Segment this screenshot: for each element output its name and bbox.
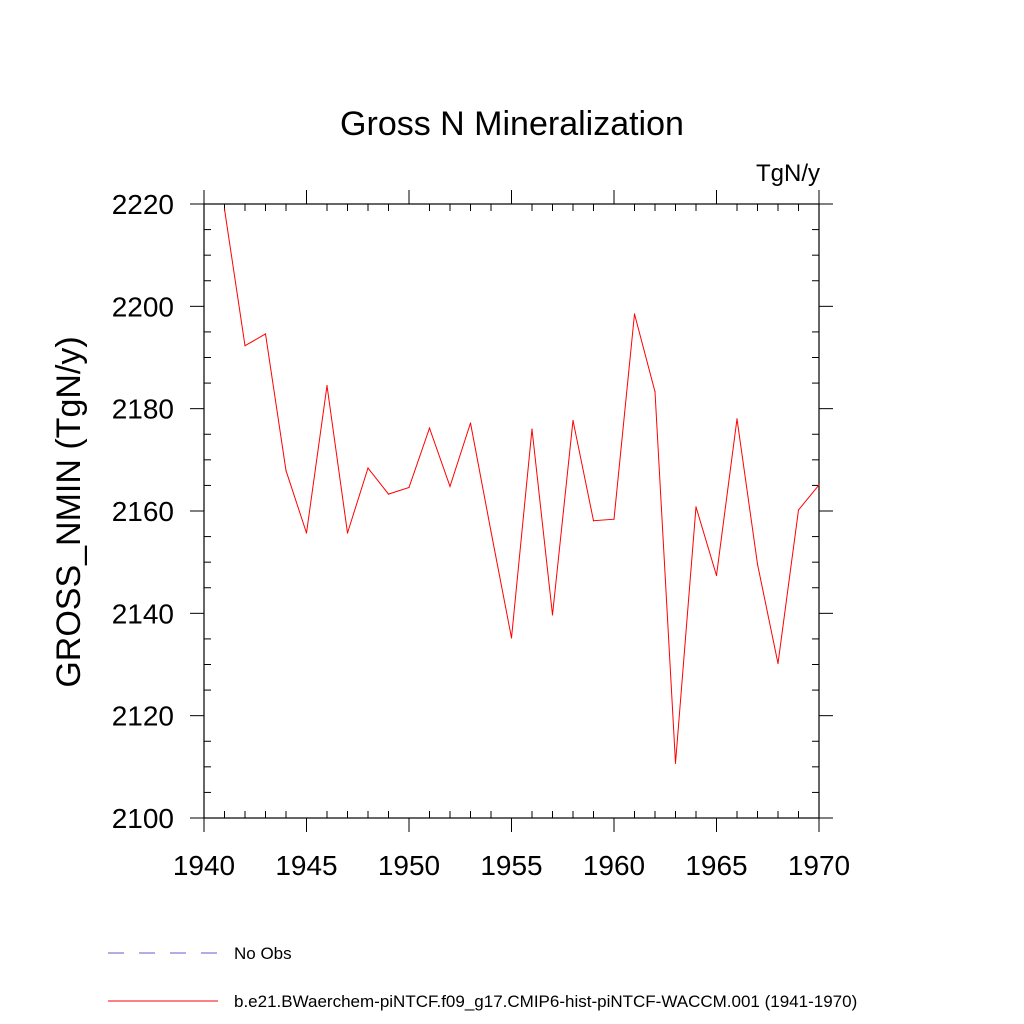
- x-tick-label: 1945: [275, 850, 337, 881]
- data-point: [346, 532, 349, 534]
- data-point: [244, 345, 246, 347]
- y-tick-label: 2140: [112, 598, 174, 629]
- chart-title: Gross N Mineralization: [340, 105, 684, 143]
- data-point: [736, 418, 738, 420]
- data-point: [428, 427, 431, 429]
- y-tick-label: 2220: [112, 189, 174, 220]
- data-point: [654, 391, 656, 393]
- data-point: [326, 385, 328, 387]
- data-point: [305, 532, 308, 534]
- data-point: [633, 313, 636, 315]
- x-tick-label: 1970: [788, 850, 850, 881]
- data-point: [777, 662, 779, 665]
- data-point: [469, 422, 472, 424]
- y-tick-label: 2100: [112, 803, 174, 834]
- data-point: [285, 469, 287, 472]
- data-point: [674, 762, 677, 764]
- data-point: [408, 486, 410, 489]
- data-point: [551, 614, 554, 616]
- data-point: [387, 493, 390, 495]
- x-tick-label: 1955: [480, 850, 542, 881]
- data-point: [264, 333, 267, 335]
- y-tick-label: 2180: [112, 394, 174, 425]
- data-point: [695, 506, 697, 508]
- x-tick-label: 1965: [685, 850, 747, 881]
- x-tick-label: 1940: [173, 850, 235, 881]
- x-tick-label: 1950: [378, 850, 440, 881]
- series-layer: [223, 208, 820, 764]
- data-point: [449, 485, 451, 488]
- data-point: [531, 428, 533, 430]
- legend-label-no-obs: No Obs: [234, 944, 292, 963]
- data-point: [818, 484, 820, 486]
- units-label: TgN/y: [756, 160, 820, 187]
- data-point: [613, 518, 615, 520]
- data-point: [715, 574, 718, 577]
- axis-tick-labels: 1940 1945 1950 1955 1960 1965 1970 2100 2120 2140…: [112, 189, 850, 881]
- data-point: [510, 637, 513, 639]
- series-line-0: [224, 209, 820, 764]
- plot-frame: [203, 203, 820, 819]
- axis-ticks: [190, 190, 833, 832]
- data-point: [367, 467, 369, 469]
- y-axis-label: GROSS_NMIN (TgN/y): [50, 336, 88, 687]
- data-point: [592, 520, 595, 522]
- data-point: [223, 208, 226, 210]
- data-point: [797, 509, 800, 511]
- legend-label-model: b.e21.BWaerchem-piNTCF.f09_g17.CMIP6-his…: [234, 992, 857, 1011]
- legend: No Obs b.e21.BWaerchem-piNTCF.f09_g17.CM…: [108, 944, 857, 1011]
- x-tick-label: 1960: [583, 850, 645, 881]
- data-point: [490, 530, 492, 533]
- y-tick-label: 2120: [112, 701, 174, 732]
- data-point: [572, 419, 574, 422]
- data-point: [756, 563, 759, 565]
- y-tick-label: 2160: [112, 496, 174, 527]
- y-tick-label: 2200: [112, 291, 174, 322]
